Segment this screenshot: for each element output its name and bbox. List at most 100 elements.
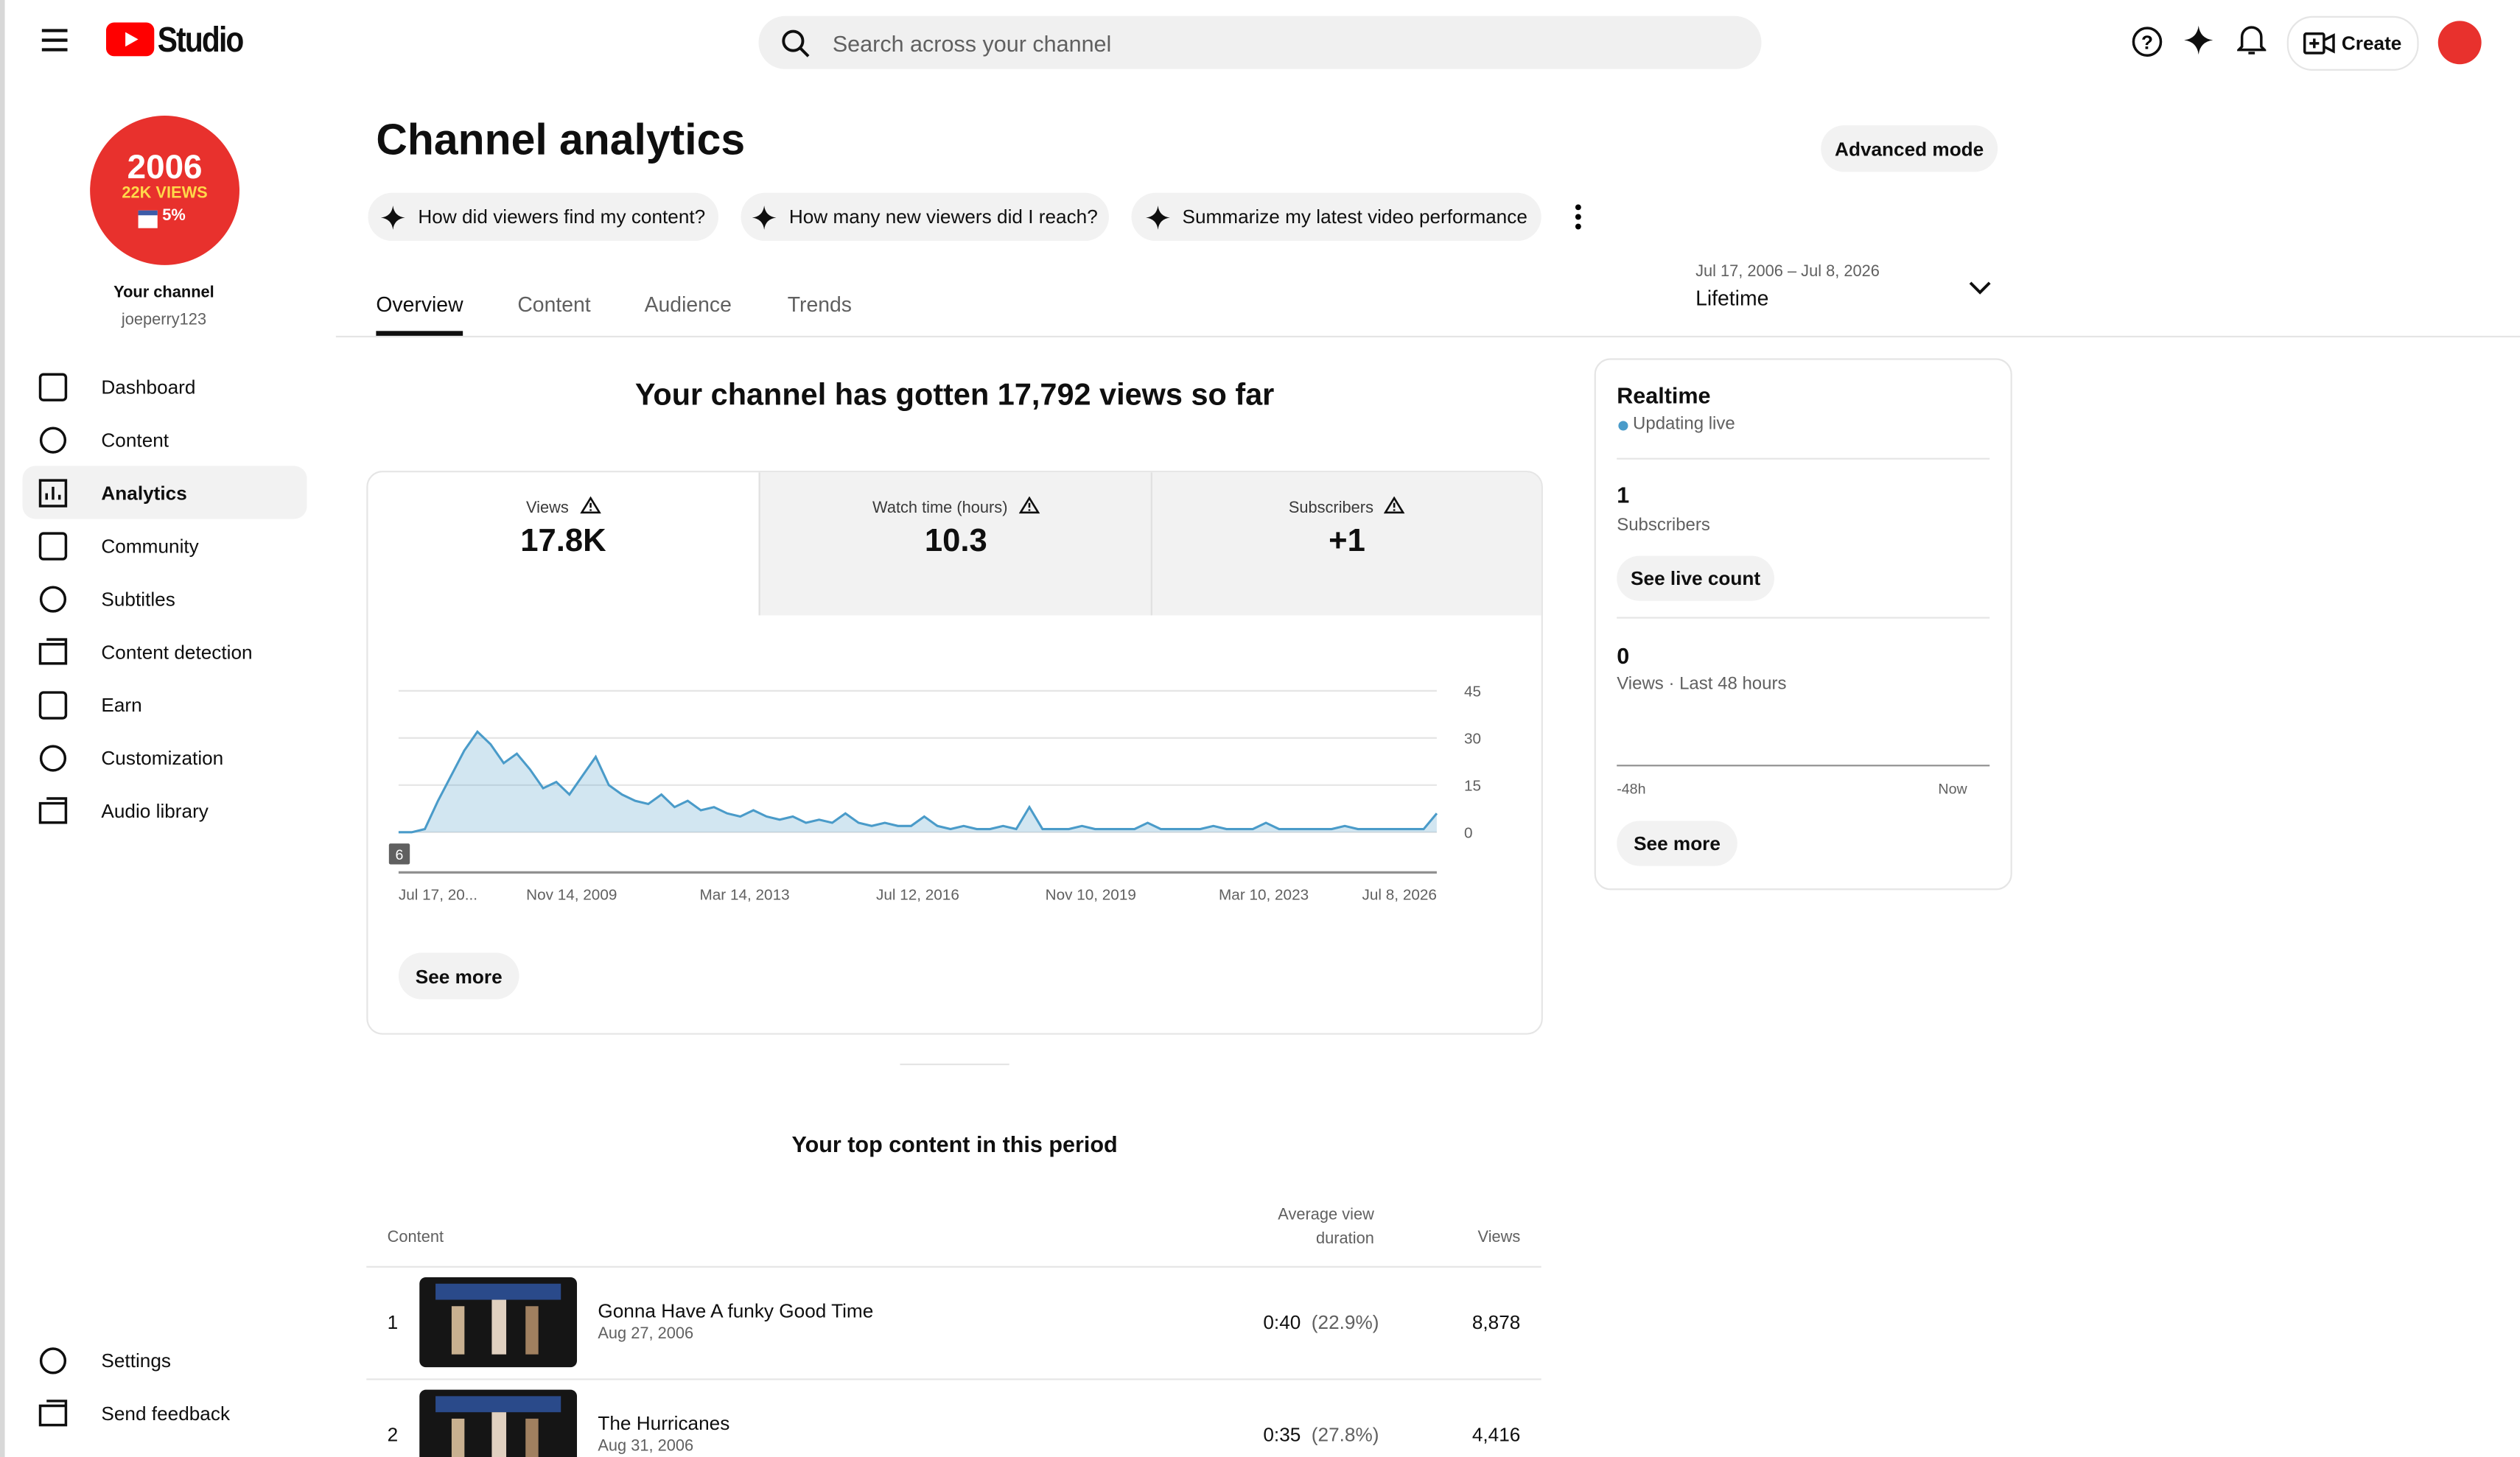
nav-item[interactable]: Dashboard <box>23 360 307 413</box>
warning-icon <box>1384 496 1406 514</box>
tab[interactable]: Audience <box>644 292 732 317</box>
date-dropdown[interactable] <box>1969 281 1992 296</box>
x-tick-label: Nov 14, 2009 <box>526 886 617 903</box>
nav-icon <box>38 1400 68 1427</box>
flag <box>138 210 158 228</box>
column-duration: Average view duration <box>1278 1207 1374 1249</box>
prompt-chip[interactable]: How many new viewers did I reach? <box>741 192 1109 242</box>
advanced-mode-button[interactable]: Advanced mode <box>1821 125 1998 172</box>
nav-item[interactable]: Community <box>23 519 307 572</box>
icon-shape <box>38 691 68 720</box>
date-range: Jul 17, 2006 – Jul 8, 2026 <box>1695 263 1880 281</box>
nav-item[interactable]: Audio library <box>23 784 307 837</box>
prompt-label: How did viewers find my content? <box>418 206 706 228</box>
x-tick-label: Jul 17, 20... <box>399 886 477 903</box>
icon-shape <box>39 586 67 613</box>
content-row[interactable]: 2 The Hurricanes Aug 31, 2006 0:35 (27.8%) 4,… <box>366 1380 1541 1457</box>
x-tick-label: Mar 10, 2023 <box>1219 886 1309 903</box>
tab[interactable]: Overview <box>376 292 463 317</box>
realtime-baseline <box>1617 765 1990 767</box>
nav-item[interactable]: Settings <box>23 1333 307 1386</box>
channel-label: Your channel <box>113 284 214 303</box>
tab[interactable]: Trends <box>787 292 852 317</box>
nav-item[interactable]: Earn <box>23 678 307 731</box>
nav-item[interactable]: Customization <box>23 731 307 784</box>
column-content: Content <box>387 1229 444 1247</box>
see-more-button[interactable]: See more <box>398 952 519 1000</box>
help-icon[interactable]: ? <box>2131 26 2163 58</box>
metric-tile[interactable]: Watch time (hours) 10.3 <box>759 472 1152 616</box>
nav-label: Audio library <box>101 799 209 822</box>
notifications-icon[interactable] <box>2237 24 2267 57</box>
x-tick-label: Jul 8, 2026 <box>1362 886 1437 903</box>
video-title: The Hurricanes <box>598 1412 730 1435</box>
nav-icon <box>38 479 68 508</box>
icon-shape <box>39 426 67 454</box>
nav-item[interactable]: Content detection <box>23 625 307 678</box>
x-tick-label: Mar 14, 2013 <box>700 886 790 903</box>
range-marker-label: 6 <box>396 847 404 863</box>
icon-shape <box>38 797 68 824</box>
nav-item[interactable]: Subtitles <box>23 572 307 625</box>
sparkle-icon[interactable] <box>2184 25 2213 55</box>
metric-label-text: Watch time (hours) <box>872 499 1008 518</box>
metric-label: Watch time (hours) <box>760 496 1151 517</box>
prompt-chip[interactable]: Summarize my latest video performance <box>1131 192 1541 242</box>
overview-card: Views 17.8K Watch time (hours) 10.3 Subscr… <box>366 471 1543 1035</box>
nav-item[interactable]: Analytics <box>22 466 307 519</box>
y-tick-label: 15 <box>1464 777 1481 794</box>
search-placeholder: Search across your channel <box>832 30 1112 57</box>
search-box[interactable]: Search across your channel <box>758 15 1762 69</box>
live-count-button[interactable]: See live count <box>1617 555 1774 601</box>
create-button[interactable]: Create <box>2286 15 2419 71</box>
duration: 0:35 <box>1263 1423 1301 1447</box>
nav-label: Send feedback <box>101 1402 231 1425</box>
svg-text:?: ? <box>2141 32 2153 54</box>
metric-label: Views <box>368 496 758 517</box>
divider <box>900 1063 1009 1066</box>
metric-tile[interactable]: Views 17.8K <box>368 472 758 615</box>
warning-icon <box>1018 496 1040 514</box>
nav-icon <box>39 1347 67 1375</box>
channel-avatar[interactable]: 2006 22K VIEWS 5% <box>90 116 239 265</box>
nav-icon <box>39 426 67 454</box>
avatar-views: 22K VIEWS <box>122 184 208 203</box>
nav-label: Subtitles <box>101 587 175 610</box>
views-label: Views · Last 48 hours <box>1617 675 1787 695</box>
edge <box>0 0 5 1457</box>
tab[interactable]: Content <box>517 292 591 317</box>
metric-value: 17.8K <box>520 524 606 560</box>
nav-item[interactable]: Content <box>23 413 307 466</box>
y-tick-label: 45 <box>1464 684 1481 701</box>
duration-pct: (27.8%) <box>1311 1423 1379 1447</box>
create-icon <box>2303 32 2335 55</box>
nav-label: Dashboard <box>101 375 196 398</box>
content-row[interactable]: 1 Gonna Have A funky Good Time Aug 27, 200… <box>366 1268 1541 1378</box>
nav-item[interactable]: Send feedback <box>23 1386 307 1439</box>
account-avatar[interactable] <box>2437 21 2482 65</box>
tabs-divider <box>335 335 2520 338</box>
more-icon[interactable] <box>1573 203 1583 231</box>
views-chart: 0 15 30 45 6 Jul 17, 20... Nov 14, 2009 Mar 14,… <box>388 684 1481 903</box>
metric-label-text: Views <box>526 499 569 518</box>
page-title: Channel analytics <box>376 116 746 164</box>
menu-button[interactable] <box>41 29 68 52</box>
nav-icon <box>39 745 67 772</box>
nav-icon <box>38 797 68 824</box>
column-views: Views <box>1477 1229 1521 1247</box>
live-dot <box>1618 421 1628 431</box>
youtube-logo[interactable] <box>105 22 155 57</box>
sparkle <box>752 205 777 229</box>
x-tick-label: Nov 10, 2019 <box>1046 886 1136 903</box>
nav-icon <box>38 638 68 665</box>
realtime-see-more[interactable]: See more <box>1617 821 1737 866</box>
video-date: Aug 27, 2006 <box>598 1325 694 1344</box>
sparkle <box>381 205 405 229</box>
metric-tile[interactable]: Subscribers +1 <box>1149 472 1541 616</box>
views-line <box>398 729 1438 834</box>
video-title: Gonna Have A funky Good Time <box>598 1299 874 1323</box>
rank: 1 <box>387 1310 399 1334</box>
prompt-chip[interactable]: How did viewers find my content? <box>368 192 718 242</box>
